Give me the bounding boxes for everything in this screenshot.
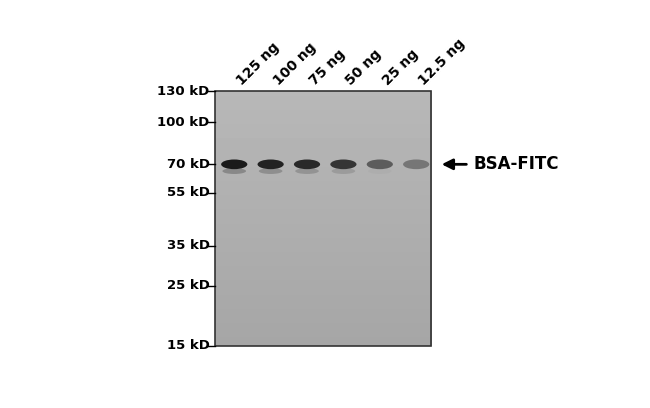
Ellipse shape [368, 168, 391, 174]
Text: 100 ng: 100 ng [270, 40, 318, 88]
Ellipse shape [403, 160, 429, 169]
Ellipse shape [330, 160, 356, 169]
Text: 25 ng: 25 ng [380, 47, 421, 88]
Text: 100 kD: 100 kD [157, 116, 210, 129]
Text: 70 kD: 70 kD [166, 158, 210, 171]
Text: 50 ng: 50 ng [343, 47, 384, 88]
Text: 35 kD: 35 kD [166, 239, 210, 253]
Text: 130 kD: 130 kD [157, 85, 210, 98]
Bar [214, 91, 432, 346]
Text: 25 kD: 25 kD [167, 279, 210, 292]
Ellipse shape [222, 168, 246, 174]
Ellipse shape [332, 168, 355, 174]
Ellipse shape [259, 168, 282, 174]
Text: 55 kD: 55 kD [167, 186, 210, 199]
Text: 12.5 ng: 12.5 ng [416, 37, 468, 88]
Ellipse shape [221, 160, 248, 169]
Ellipse shape [367, 160, 393, 169]
Text: 15 kD: 15 kD [167, 339, 210, 353]
Text: 125 ng: 125 ng [234, 40, 282, 88]
Ellipse shape [294, 160, 320, 169]
Text: 75 ng: 75 ng [307, 47, 348, 88]
Ellipse shape [295, 168, 318, 174]
Ellipse shape [257, 160, 284, 169]
Text: BSA-FITC: BSA-FITC [473, 155, 558, 173]
Ellipse shape [404, 168, 428, 174]
